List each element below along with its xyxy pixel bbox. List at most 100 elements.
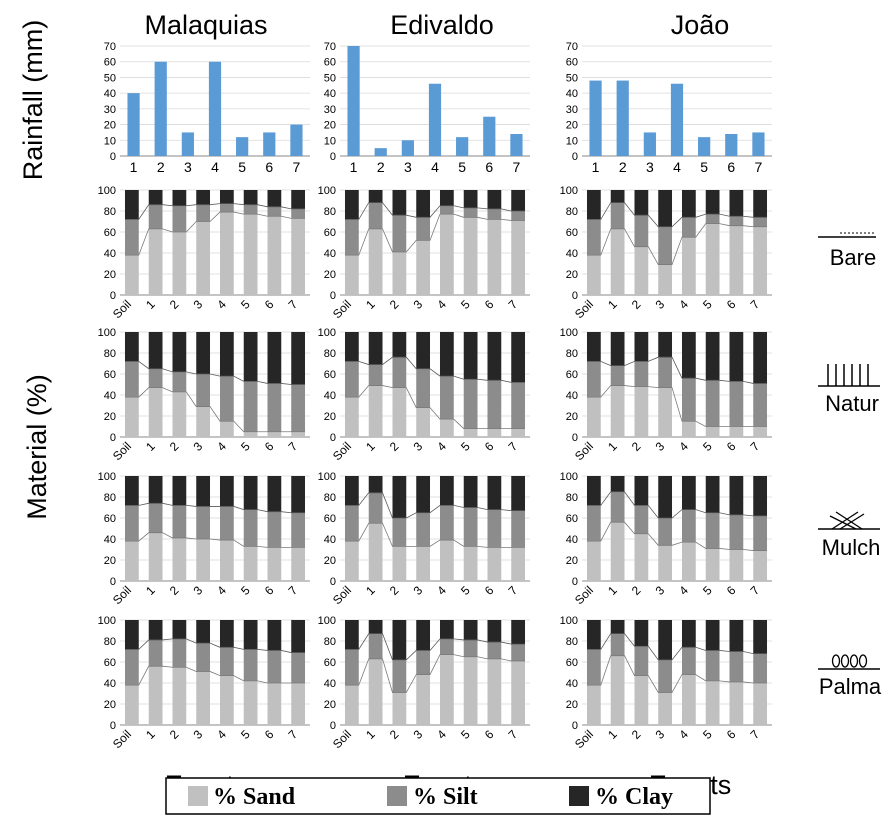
clay-segment [487,332,502,381]
clay-segment [243,332,258,382]
y-tick-label: 60 [566,657,578,669]
x-tick-label: 6 [485,159,493,175]
clay-segment [344,190,359,220]
sand-series-line [124,665,306,686]
x-tick-label: 2 [167,297,182,312]
silt-segment [219,647,234,676]
clay-segment [487,476,502,510]
y-tick-label: 100 [98,327,116,339]
silt-segment [172,505,187,538]
clay-segment [439,476,454,506]
silt-segment [219,376,234,422]
clay-segment [634,190,649,216]
silt-segment [753,515,768,551]
sand-segment [586,541,601,581]
clay-segment [753,620,768,654]
sand-segment [124,397,139,437]
sand-segment [439,419,454,437]
silt-segment [124,219,139,256]
x-tick-label: 5 [238,583,253,598]
silt-segment [416,512,431,547]
x-tick-label: 5 [700,727,715,742]
sand-segment [463,217,478,295]
clay-segment [267,332,282,384]
x-tick-label: 7 [293,159,301,175]
silt-segment [439,205,454,215]
sand-segment [511,428,526,437]
y-tick-label: 20 [566,120,578,132]
silt-segment [586,219,601,256]
silt-series-line [344,492,526,519]
x-tick-label: 7 [748,727,763,742]
sand-segment [219,421,234,437]
x-tick-label: 3 [653,439,668,454]
y-tick-label: 40 [324,390,336,402]
y-tick-label: 0 [110,290,116,302]
silt-segment [487,208,502,220]
sand-segment [148,387,163,437]
rainfall-bar [698,137,711,156]
x-tick-label: 2 [629,727,644,742]
sand-segment [610,228,625,295]
rainfall-bar [752,132,765,156]
sand-segment [392,251,407,295]
sand-segment [753,426,768,437]
silt-segment [243,649,258,681]
clay-segment [681,476,696,510]
sand-segment [392,387,407,437]
material-ylabel: Material (%) [22,374,52,520]
clay-segment [658,190,673,227]
y-tick-label: 40 [104,88,116,100]
y-tick-label: 20 [324,555,336,567]
x-tick-label: 7 [286,439,301,454]
sand-segment [729,426,744,437]
clay-segment [511,476,526,511]
clay-segment [148,332,163,369]
clay-segment [243,476,258,510]
x-tick-label: 6 [262,297,277,312]
rainfall-bar [401,140,414,156]
clay-segment [705,476,720,513]
y-tick-label: 80 [566,636,578,648]
silt-segment [463,207,478,218]
x-tick-label: 2 [387,727,402,742]
rainfall-bar [643,132,656,156]
x-tick-label: 5 [458,439,473,454]
sand-segment [729,549,744,581]
rainfall-edivaldo-chart: 0 10 20 30 40 50 60 70 1 2 3 4 5 6 7 [324,41,530,175]
x-tick-label: 5 [238,727,253,742]
y-tick-label: 20 [104,120,116,132]
sand-segment [463,428,478,437]
y-tick-label: 60 [104,227,116,239]
sand-segment [219,540,234,581]
x-tick-label: 7 [748,583,763,598]
silt-series-line [124,203,306,220]
clay-segment [196,332,211,374]
y-tick-label: 20 [566,699,578,711]
silt-segment [243,381,258,432]
y-tick-label: 0 [572,576,578,588]
y-tick-label: 40 [104,248,116,260]
silt-segment [610,202,625,229]
x-tick-label: 5 [458,583,473,598]
y-tick-label: 50 [324,72,336,84]
y-tick-label: 60 [566,513,578,525]
x-tick-label: 3 [191,727,206,742]
x-tick-label: 4 [676,727,691,742]
legend-label-sand: % Sand [213,784,296,810]
sand-segment [172,667,187,725]
sand-segment [344,685,359,725]
silt-segment [681,647,696,675]
y-tick-label: 60 [566,369,578,381]
y-tick-label: 0 [330,432,336,444]
silt-segment [267,650,282,683]
mulch-icon [818,511,880,530]
y-tick-label: 0 [572,290,578,302]
y-tick-label: 60 [104,513,116,525]
rainfall-bar [236,137,249,156]
sand-segment [586,255,601,295]
y-tick-label: 80 [104,636,116,648]
clay-segment [463,476,478,508]
x-tick-label: 2 [629,439,644,454]
